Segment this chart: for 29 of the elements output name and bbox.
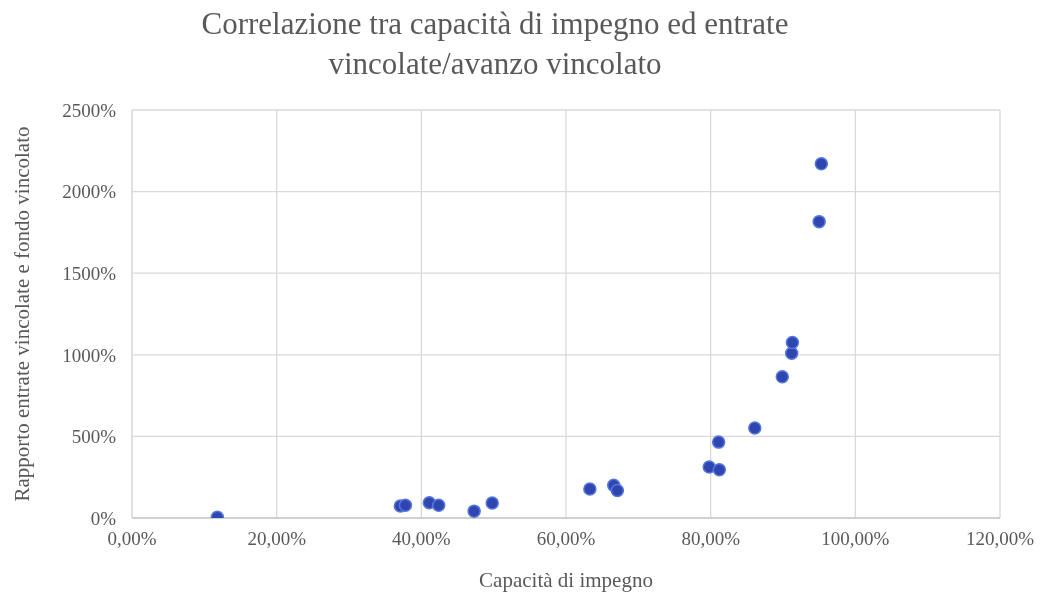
chart-title: Correlazione tra capacità di impegno ed entrate vincolate/avanzo vincolato	[200, 5, 790, 83]
x-axis-title: Capacità di impegno	[478, 568, 654, 593]
point	[748, 421, 762, 435]
x-tick-label: 80,00%	[681, 528, 741, 550]
point	[610, 483, 625, 498]
point	[775, 370, 790, 384]
x-tick-label: 120,00%	[965, 528, 1035, 550]
y-tick-label: 2000%	[62, 181, 117, 203]
point	[785, 335, 800, 350]
y-tick-label: 0%	[90, 507, 117, 529]
y-tick-label: 1500%	[62, 262, 117, 284]
point	[711, 435, 726, 449]
y-tick-label: 500%	[71, 426, 117, 448]
x-tick-label: 20,00%	[247, 528, 307, 550]
point	[814, 156, 829, 171]
point	[583, 482, 597, 496]
y-axis-title: Rapporto entrate vincolate e fondo vincolato	[10, 125, 34, 504]
x-tick-label: 100,00%	[821, 528, 890, 550]
x-tick-label: 40,00%	[392, 528, 451, 550]
point	[467, 504, 481, 518]
y-tick-label: 1000%	[62, 344, 117, 366]
x-tick-label: 0,00%	[107, 528, 157, 550]
point	[812, 214, 826, 229]
point	[398, 498, 413, 513]
point	[712, 462, 727, 477]
y-tick-label: 2500%	[62, 99, 117, 121]
x-tick-label: 60,00%	[536, 528, 596, 550]
point	[485, 496, 499, 510]
point	[431, 498, 446, 513]
